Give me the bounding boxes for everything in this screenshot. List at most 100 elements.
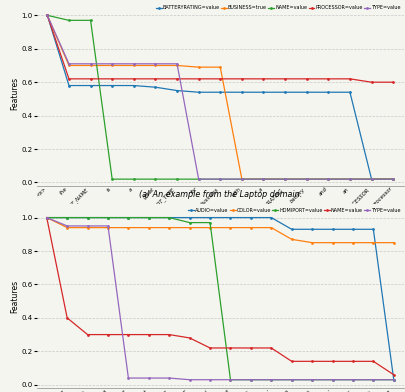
HDMIPORT=value xyxy=(64,215,69,220)
Line: BUSINESS=true: BUSINESS=true xyxy=(46,14,394,181)
TYPE=value xyxy=(228,377,232,382)
NAME=value xyxy=(325,177,330,181)
BUSINESS=true xyxy=(282,177,287,181)
BUSINESS=true xyxy=(217,65,222,69)
AUDIO=value xyxy=(64,215,69,220)
BATTERYRATING=value xyxy=(368,177,373,181)
HDMIPORT=value xyxy=(370,377,375,382)
TYPE=value xyxy=(131,62,136,66)
NAME=value xyxy=(146,332,151,337)
PROCESSOR=value xyxy=(260,76,265,81)
AUDIO=value xyxy=(146,215,151,220)
AUDIO=value xyxy=(44,215,49,220)
PROCESSOR=value xyxy=(239,76,244,81)
NAME=value xyxy=(66,18,71,23)
TYPE=value xyxy=(350,377,354,382)
NAME=value xyxy=(64,316,69,320)
COLOR=value xyxy=(350,240,354,245)
COLOR=value xyxy=(166,225,171,230)
PROCESSOR=value xyxy=(303,76,308,81)
COLOR=value xyxy=(64,225,69,230)
NAME=value xyxy=(268,346,273,350)
TYPE=value xyxy=(207,377,212,382)
BUSINESS=true xyxy=(260,177,265,181)
BUSINESS=true xyxy=(174,63,179,68)
AUDIO=value xyxy=(329,227,334,232)
BATTERYRATING=value xyxy=(282,90,287,94)
COLOR=value xyxy=(329,240,334,245)
NAME=value xyxy=(174,177,179,181)
AUDIO=value xyxy=(268,215,273,220)
BATTERYRATING=value xyxy=(303,90,308,94)
BUSINESS=true xyxy=(88,63,93,68)
NAME=value xyxy=(109,177,114,181)
TYPE=value xyxy=(44,215,49,220)
BUSINESS=true xyxy=(239,177,244,181)
Line: BATTERYRATING=value: BATTERYRATING=value xyxy=(46,14,394,181)
HDMIPORT=value xyxy=(207,220,212,225)
BUSINESS=true xyxy=(390,177,394,181)
BATTERYRATING=value xyxy=(196,90,200,94)
TYPE=value xyxy=(196,177,200,181)
Line: COLOR=value: COLOR=value xyxy=(45,216,394,244)
PROCESSOR=value xyxy=(217,76,222,81)
COLOR=value xyxy=(370,240,375,245)
NAME=value xyxy=(45,13,50,18)
TYPE=value xyxy=(268,377,273,382)
TYPE=value xyxy=(166,376,171,380)
BUSINESS=true xyxy=(153,63,158,68)
Legend: AUDIO=value, COLOR=value, HDMIPORT=value, NAME=value, TYPE=value: AUDIO=value, COLOR=value, HDMIPORT=value… xyxy=(187,207,401,214)
NAME=value xyxy=(239,177,244,181)
PROCESSOR=value xyxy=(45,13,50,18)
NAME=value xyxy=(288,359,293,364)
TYPE=value xyxy=(309,377,314,382)
NAME=value xyxy=(126,332,130,337)
Y-axis label: Features: Features xyxy=(11,279,20,313)
TYPE=value xyxy=(248,377,253,382)
TYPE=value xyxy=(288,377,293,382)
TYPE=value xyxy=(390,377,395,382)
TYPE=value xyxy=(146,376,151,380)
TYPE=value xyxy=(187,377,192,382)
BATTERYRATING=value xyxy=(45,13,50,18)
NAME=value xyxy=(347,177,352,181)
TYPE=value xyxy=(126,376,130,380)
Line: HDMIPORT=value: HDMIPORT=value xyxy=(45,216,394,381)
AUDIO=value xyxy=(288,227,293,232)
NAME=value xyxy=(88,18,93,23)
AUDIO=value xyxy=(166,215,171,220)
TYPE=value xyxy=(303,177,308,181)
BUSINESS=true xyxy=(66,63,71,68)
Legend: BATTERYRATING=value, BUSINESS=true, NAME=value, PROCESSOR=value, TYPE=value: BATTERYRATING=value, BUSINESS=true, NAME… xyxy=(154,4,401,11)
BATTERYRATING=value xyxy=(239,90,244,94)
AUDIO=value xyxy=(228,215,232,220)
TYPE=value xyxy=(370,377,375,382)
NAME=value xyxy=(228,346,232,350)
COLOR=value xyxy=(126,225,130,230)
PROCESSOR=value xyxy=(174,76,179,81)
BATTERYRATING=value xyxy=(325,90,330,94)
TYPE=value xyxy=(217,177,222,181)
Line: NAME=value: NAME=value xyxy=(46,14,394,181)
NAME=value xyxy=(166,332,171,337)
TYPE=value xyxy=(239,177,244,181)
TYPE=value xyxy=(153,62,158,66)
BATTERYRATING=value xyxy=(347,90,352,94)
BATTERYRATING=value xyxy=(174,88,179,93)
BUSINESS=true xyxy=(347,177,352,181)
PROCESSOR=value xyxy=(282,76,287,81)
COLOR=value xyxy=(268,225,273,230)
AUDIO=value xyxy=(370,227,375,232)
TYPE=value xyxy=(45,13,50,18)
COLOR=value xyxy=(44,215,49,220)
BUSINESS=true xyxy=(368,177,373,181)
NAME=value xyxy=(196,177,200,181)
BUSINESS=true xyxy=(45,13,50,18)
AUDIO=value xyxy=(187,215,192,220)
AUDIO=value xyxy=(350,227,354,232)
COLOR=value xyxy=(288,237,293,241)
COLOR=value xyxy=(248,225,253,230)
NAME=value xyxy=(44,215,49,220)
TYPE=value xyxy=(347,177,352,181)
TYPE=value xyxy=(390,177,394,181)
